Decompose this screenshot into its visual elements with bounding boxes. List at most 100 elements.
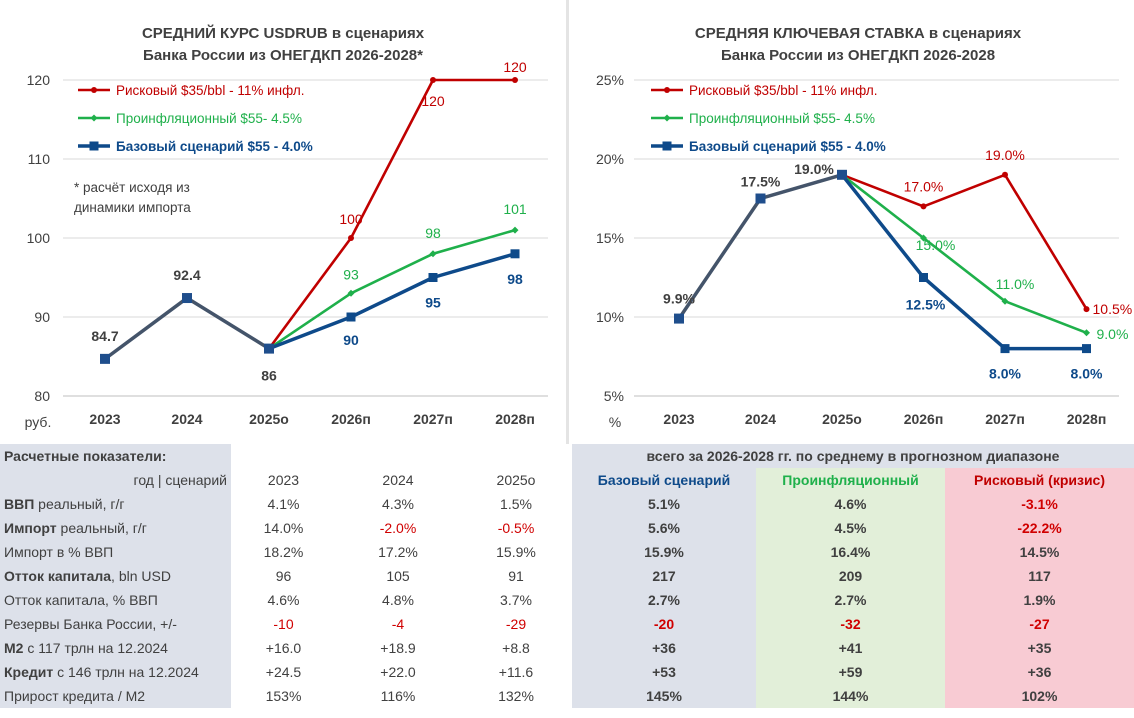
scenario-header-inflation: Проинфляционный: [756, 468, 945, 492]
scenario-value-base: +36: [572, 636, 756, 660]
row-label-text: с 146 трлн на 12.2024: [53, 664, 199, 680]
data-point: [920, 203, 927, 210]
legend-label: Проинфляционный $55- 4.5%: [116, 111, 302, 126]
data-label: 8.0%: [989, 366, 1021, 382]
legend-item: Проинфляционный $55- 4.5%: [78, 111, 302, 126]
legend-marker: [89, 141, 99, 151]
legend-marker: [662, 141, 672, 151]
table-title-row: Расчетные показатели: всего за 2026-2028…: [0, 444, 1134, 468]
row-label: Импорт в % ВВП: [0, 540, 231, 564]
row-label-bold: Импорт: [4, 520, 57, 536]
scenario-value-inflation: 2.7%: [756, 588, 945, 612]
table-row: М2 с 117 трлн на 12.2024 +16.0 +18.9 +8.8 +3…: [0, 636, 1134, 660]
y-tick-label: 10%: [596, 309, 624, 325]
data-label: 19.0%: [985, 147, 1025, 163]
empty-cell: [336, 444, 460, 468]
data-point: [1083, 306, 1090, 313]
year-value-cell: 116%: [336, 684, 460, 708]
history-point: [755, 193, 766, 204]
table-row: Отток капитала, bln USD 96 105 91 217 209 117: [0, 564, 1134, 588]
chart-title-line: Банка России из ОНЕГДКП 2026-2028: [721, 47, 995, 64]
scenario-period-header: всего за 2026-2028 гг. по среднему в про…: [572, 444, 1134, 468]
year-value-cell: 15.9%: [460, 540, 572, 564]
scenario-value-risk: 14.5%: [945, 540, 1134, 564]
data-point: [1001, 297, 1009, 305]
data-point: [1083, 329, 1090, 337]
scenario-value-risk: 117: [945, 564, 1134, 588]
data-point: [1082, 344, 1091, 354]
x-tick-label: 2025о: [249, 411, 289, 427]
scenario-value-inflation: +59: [756, 660, 945, 684]
year-value-cell: 132%: [460, 684, 572, 708]
data-point: [429, 250, 437, 258]
history-series: [100, 293, 274, 364]
chart-title-line: Банка России из ОНЕГДКП 2026-2028*: [143, 47, 423, 64]
legend: Рисковый $35/bbl - 11% инфл. Проинфляцион…: [78, 83, 313, 154]
data-label: 15.0%: [916, 237, 956, 253]
scenario-value-base: 15.9%: [572, 540, 756, 564]
x-tick-label: 2027п: [985, 411, 1025, 427]
y-tick-label: 80: [34, 388, 50, 404]
scenario-header-base: Базовый сценарий: [572, 468, 756, 492]
year-value-cell: 4.6%: [231, 588, 336, 612]
year-value-cell: 91: [460, 564, 572, 588]
year-value-cell: +24.5: [231, 660, 336, 684]
scenario-value-risk: -27: [945, 612, 1134, 636]
empty-cell: [231, 444, 336, 468]
data-label: 101: [503, 201, 527, 217]
legend-item: Базовый сценарий $55 - 4.0%: [78, 139, 313, 154]
table-header-row: год | сценарий 2023 2024 2025о Базовый с…: [0, 468, 1134, 492]
year-value-cell: -4: [336, 612, 460, 636]
legend-marker: [90, 114, 98, 122]
legend-item: Рисковый $35/bbl - 11% инфл.: [78, 83, 305, 98]
year-value-cell: +16.0: [231, 636, 336, 660]
table-title: Расчетные показатели:: [0, 444, 231, 468]
legend-item: Проинфляционный $55- 4.5%: [651, 111, 875, 126]
legend-item: Рисковый $35/bbl - 11% инфл.: [651, 83, 878, 98]
data-label: 90: [343, 332, 359, 348]
scenario-value-inflation: 16.4%: [756, 540, 945, 564]
series-line: [267, 78, 515, 350]
scenario-value-inflation: 4.6%: [756, 492, 945, 516]
row-label: Отток капитала, bln USD: [0, 564, 231, 588]
year-value-cell: -2.0%: [336, 516, 460, 540]
row-label: Кредит с 146 трлн на 12.2024: [0, 660, 231, 684]
data-label: 100: [339, 211, 363, 227]
year-value-cell: 14.0%: [231, 516, 336, 540]
scenario-value-risk: -3.1%: [945, 492, 1134, 516]
series-line: [840, 173, 1087, 351]
data-point: [430, 77, 436, 83]
key-rate-chart: СРЕДНЯЯ КЛЮЧЕВАЯ СТАВКА в сценариях Банка…: [569, 0, 1134, 444]
y-tick-label: 90: [34, 309, 50, 325]
scenario-value-risk: +35: [945, 636, 1134, 660]
history-point: [674, 313, 684, 324]
data-point: [1002, 171, 1008, 178]
x-tick-label: 2023: [663, 411, 694, 427]
x-tick-label: 2027п: [413, 411, 453, 427]
row-label-bold: Кредит: [4, 664, 54, 680]
year-header-2023: 2023: [231, 468, 336, 492]
scenario-value-base: 145%: [572, 684, 756, 708]
data-label: 8.0%: [1071, 366, 1103, 382]
legend-label: Проинфляционный $55- 4.5%: [689, 111, 875, 126]
legend: Рисковый $35/bbl - 11% инфл. Проинфляцион…: [651, 83, 886, 154]
chart-title-line: СРЕДНИЙ КУРС USDRUB в сценариях: [142, 24, 425, 42]
y-tick-label: 110: [28, 151, 51, 167]
year-header-2024: 2024: [336, 468, 460, 492]
table-row: Импорт в % ВВП 18.2% 17.2% 15.9% 15.9% 16.4% 1…: [0, 540, 1134, 564]
history-point: [100, 353, 110, 364]
year-value-cell: 105: [336, 564, 460, 588]
indicators-table: Расчетные показатели: всего за 2026-2028…: [0, 444, 1134, 708]
history-series: [674, 169, 847, 324]
scenario-value-inflation: 4.5%: [756, 516, 945, 540]
x-tick-label: 2024: [745, 411, 776, 427]
y-unit-label: %: [609, 414, 621, 430]
table-row: ВВП реальный, г/г 4.1% 4.3% 1.5% 5.1% 4.6% -3.…: [0, 492, 1134, 516]
row-label-bold: ВВП: [4, 496, 35, 512]
history-line: [103, 296, 270, 361]
scenario-value-base: -20: [572, 612, 756, 636]
table-row: Резервы Банка России, +/- -10 -4 -29 -20 -32-…: [0, 612, 1134, 636]
year-value-cell: 153%: [231, 684, 336, 708]
data-label: 120: [421, 93, 445, 109]
data-point: [428, 273, 438, 282]
